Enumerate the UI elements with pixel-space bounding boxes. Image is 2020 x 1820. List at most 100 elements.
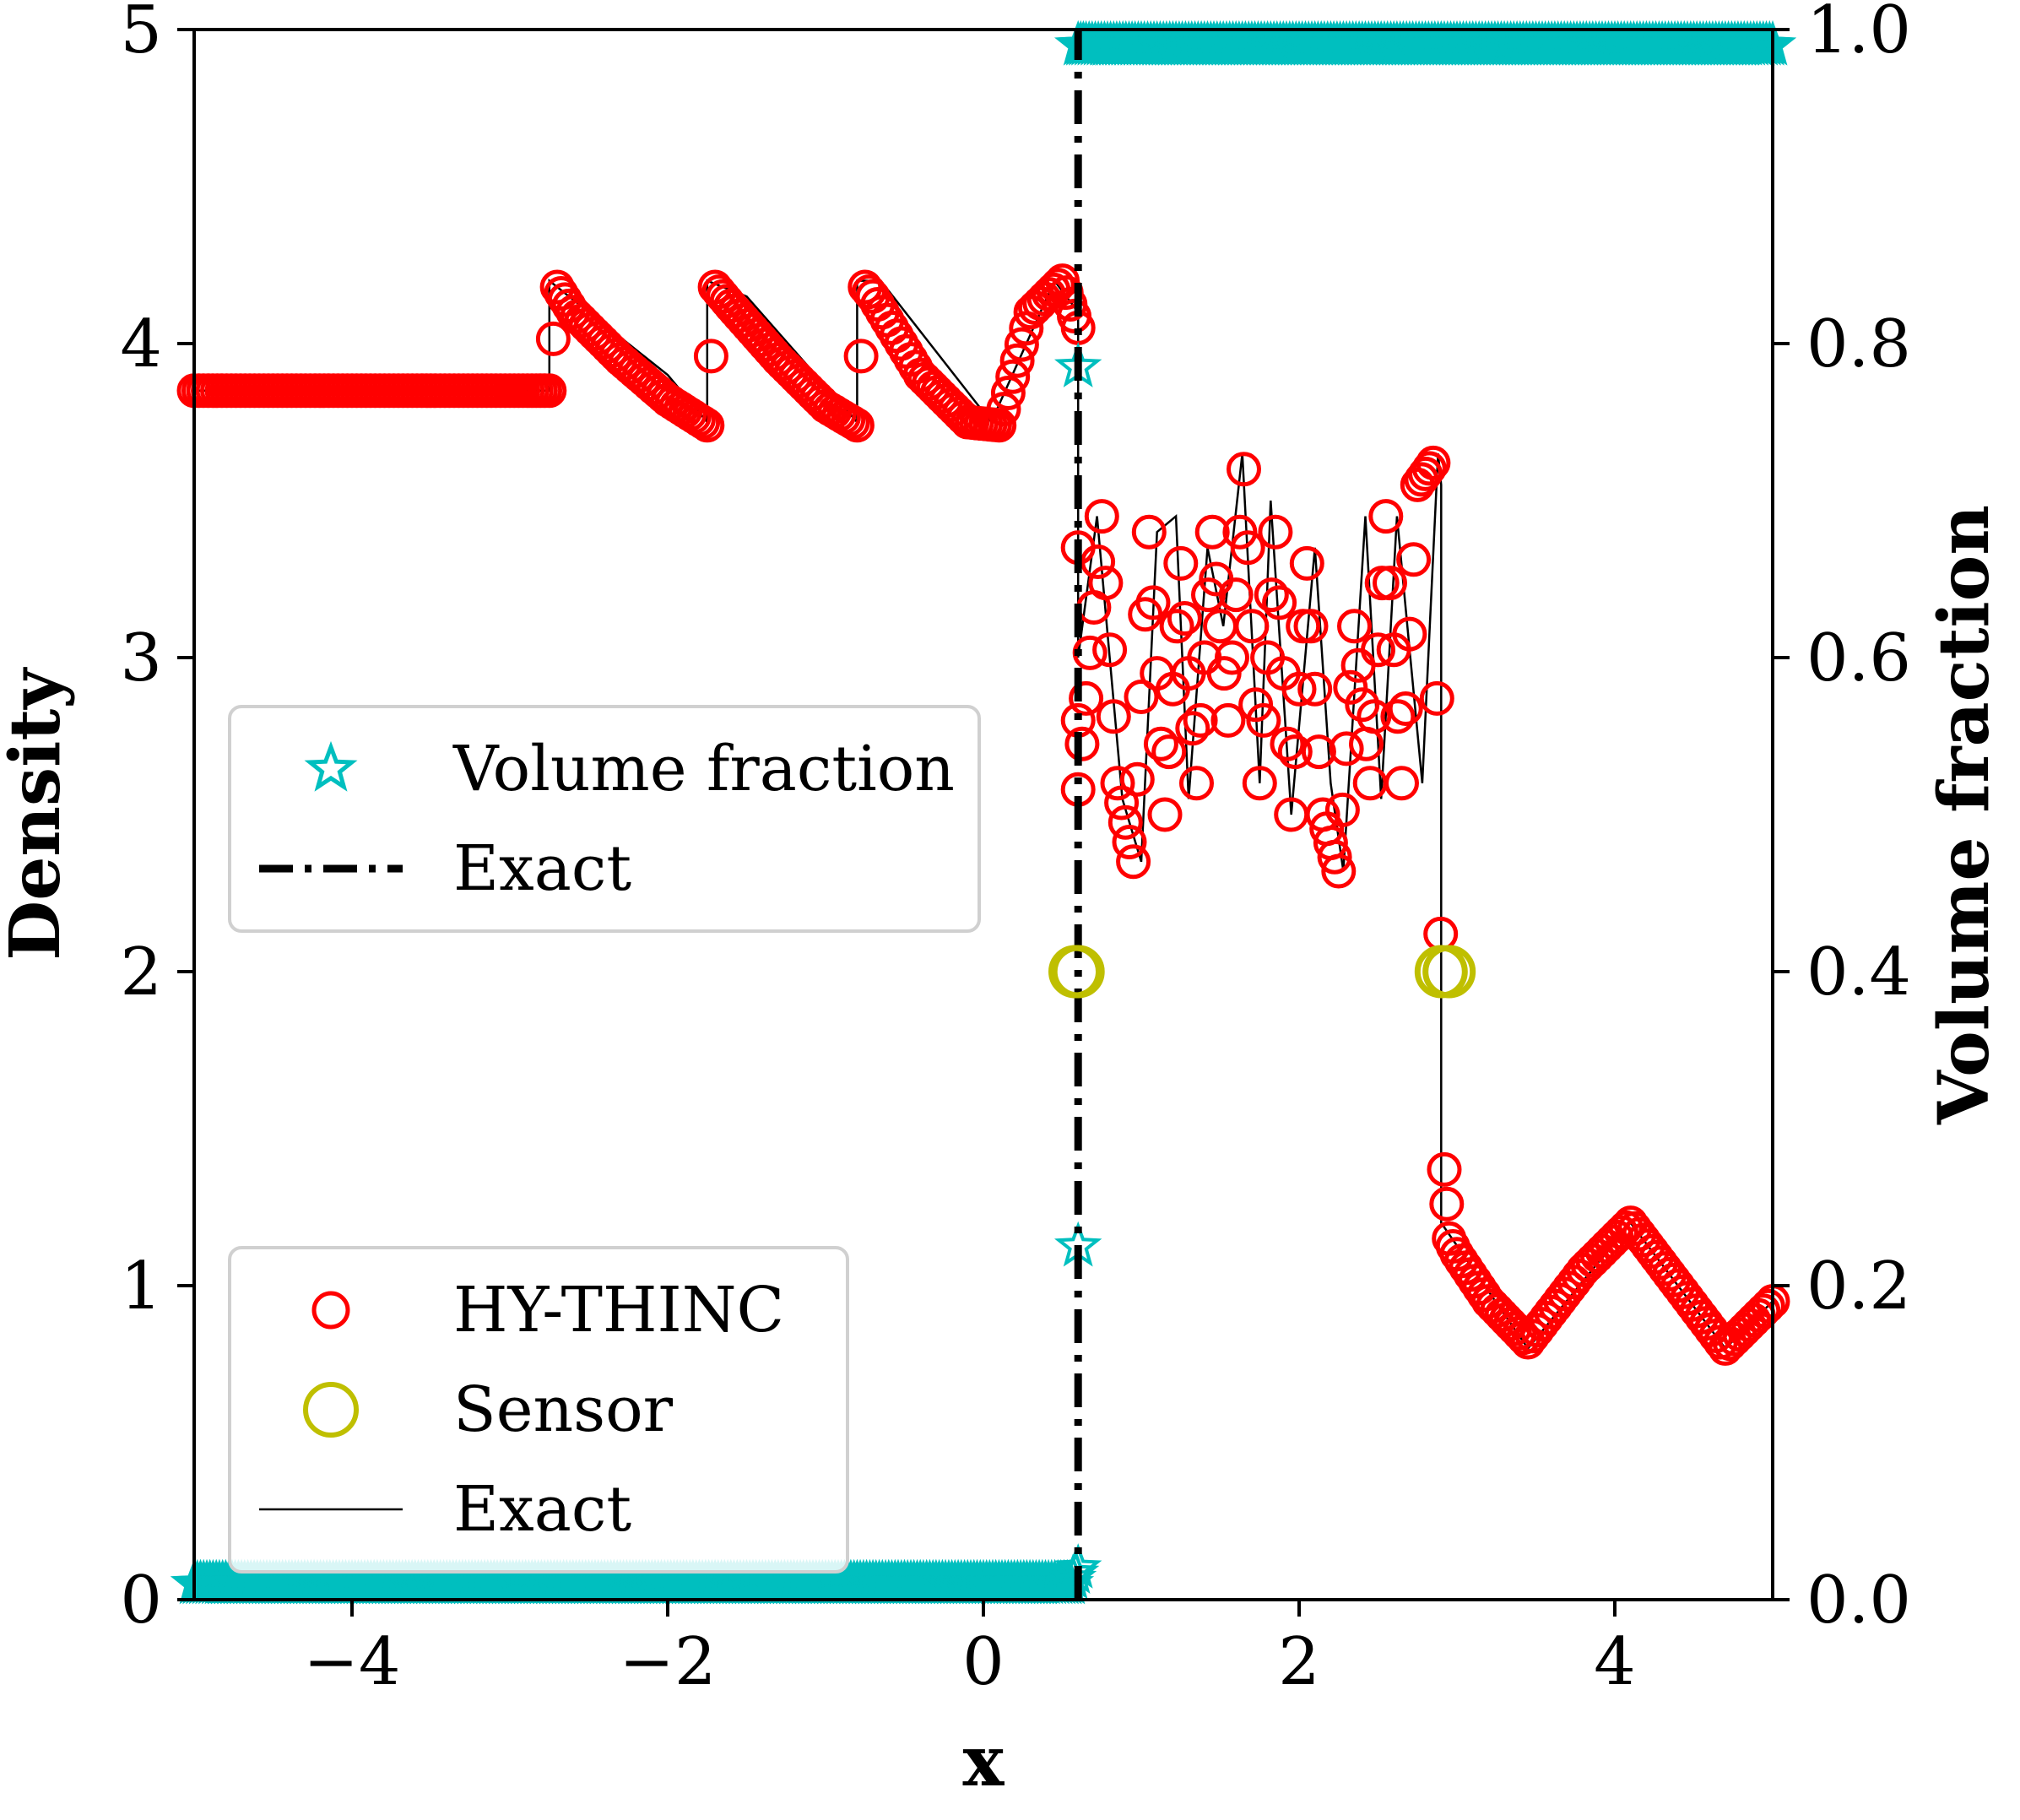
- hy-thinc-point: [1210, 702, 1246, 738]
- hy-thinc-point: [1147, 797, 1183, 832]
- hy-thinc-point: [982, 408, 1017, 443]
- hy-thinc-point: [1183, 702, 1218, 738]
- hy-thinc-point: [1206, 656, 1242, 691]
- hy-thinc-point: [1277, 734, 1313, 770]
- y2-tick-label: 1.0: [1806, 0, 1911, 68]
- volume-fraction-series: [170, 19, 1797, 1605]
- hy-thinc-point: [1151, 734, 1187, 770]
- hy-thinc-point: [1159, 609, 1194, 644]
- x-tick-label: −2: [620, 1624, 717, 1700]
- plot-area: [170, 19, 1797, 1605]
- hy-thinc-point: [1380, 699, 1416, 734]
- legend-label: Volume fraction: [452, 733, 955, 805]
- hy-thinc-point: [1135, 585, 1171, 620]
- y2-tick-label: 0.2: [1806, 1249, 1911, 1324]
- y-tick-label: 1: [120, 1249, 162, 1324]
- hy-thinc-point: [1289, 545, 1324, 581]
- y-tick-label: 2: [120, 934, 162, 1010]
- hy-thinc-point: [1131, 514, 1167, 550]
- hy-thinc-point: [1262, 585, 1297, 620]
- hy-thinc-point: [1116, 844, 1151, 880]
- hy-thinc-point: [1297, 671, 1333, 707]
- hy-thinc-point: [995, 359, 1031, 394]
- hy-thinc-point: [1270, 726, 1305, 761]
- hy-thinc-point: [1429, 1186, 1465, 1221]
- hy-thinc-point: [1396, 542, 1432, 577]
- hy-thinc-point: [1337, 609, 1372, 644]
- hy-thinc-point: [1179, 766, 1214, 801]
- hy-thinc-point: [1293, 609, 1329, 644]
- hy-thinc-point: [1392, 616, 1427, 652]
- hy-thinc-series: [176, 263, 1790, 1366]
- y-tick-label: 0: [120, 1563, 162, 1639]
- hy-thinc-point: [693, 339, 728, 374]
- y2-tick-label: 0.6: [1806, 620, 1911, 696]
- y-tick-label: 4: [120, 306, 162, 382]
- y2-tick-label: 0.8: [1806, 306, 1911, 382]
- legend-box: [228, 1246, 849, 1574]
- hy-thinc-point: [1124, 680, 1159, 714]
- hy-thinc-point: [1084, 499, 1119, 534]
- legend-label: Sensor: [453, 1373, 674, 1446]
- x-axis-title: x: [963, 1721, 1005, 1802]
- hy-thinc-point: [1242, 766, 1277, 801]
- hy-thinc-point: [1080, 544, 1116, 579]
- hy-thinc-point: [1230, 530, 1265, 566]
- hy-thinc-point: [690, 408, 725, 443]
- sensor-point: [1051, 945, 1105, 999]
- hy-thinc-point: [986, 392, 1021, 427]
- hy-thinc-point: [532, 373, 567, 409]
- hy-thinc-point: [1258, 514, 1293, 550]
- y-tick-label: 5: [120, 0, 162, 68]
- hy-thinc-point: [1088, 566, 1124, 601]
- hy-thinc-point: [1092, 632, 1128, 668]
- hy-thinc-point: [535, 321, 571, 356]
- hy-thinc-point: [1119, 761, 1155, 797]
- y-tick-label: 3: [120, 620, 162, 696]
- hy-thinc-point: [1345, 687, 1380, 723]
- hy-thinc-point: [1218, 577, 1254, 613]
- hy-thinc-point: [1246, 702, 1281, 738]
- hy-thinc-point: [848, 269, 883, 305]
- hy-thinc-point: [1750, 1288, 1785, 1324]
- hy-thinc-point: [990, 376, 1026, 410]
- hy-thinc-point: [1163, 545, 1199, 581]
- hy-thinc-point: [1368, 499, 1404, 534]
- hy-thinc-point: [1096, 699, 1131, 734]
- sensor-series: [1048, 945, 1476, 999]
- y-axis-title: Density: [0, 667, 76, 961]
- legend-box: [228, 705, 981, 933]
- hy-thinc-point: [1502, 1315, 1537, 1351]
- hy-thinc-point: [843, 339, 879, 374]
- hy-thinc-point: [1427, 1151, 1462, 1187]
- hy-thinc-point: [1361, 632, 1395, 668]
- hy-thinc-point: [1411, 451, 1447, 486]
- hy-thinc-point: [1215, 640, 1249, 675]
- legend-star-marker: [304, 740, 358, 792]
- legend-label: HY-THINC: [453, 1274, 784, 1346]
- y2-axis-title: Volume fraction: [1924, 505, 2005, 1125]
- hy-thinc-point: [1238, 687, 1274, 723]
- hy-thinc-point: [1373, 566, 1407, 601]
- legend-center-left: Volume fraction Exact: [228, 705, 981, 933]
- hy-thinc-point: [1746, 1293, 1781, 1329]
- sensor-point: [1422, 945, 1476, 999]
- y2-tick-label: 0.0: [1806, 1563, 1911, 1639]
- x-tick-label: 4: [1594, 1624, 1636, 1700]
- hy-thinc-point: [1167, 601, 1202, 636]
- hy-thinc-point: [1416, 445, 1451, 480]
- hy-thinc-point: [1004, 327, 1039, 362]
- hy-thinc-point: [1357, 699, 1392, 734]
- legend-circle-marker: [311, 1291, 350, 1330]
- y2-tick-label: 0.4: [1806, 934, 1911, 1010]
- hy-thinc-point: [1324, 792, 1360, 827]
- hy-thinc-point: [1112, 825, 1147, 859]
- legend-lower-left: HY-THINC Sensor Exact: [228, 1246, 849, 1574]
- hy-thinc-point: [1321, 853, 1357, 889]
- x-tick-label: −4: [304, 1624, 401, 1700]
- hy-thinc-point: [1254, 577, 1289, 613]
- hy-thinc-point: [1234, 609, 1270, 644]
- legend-sensor-marker: [303, 1382, 359, 1438]
